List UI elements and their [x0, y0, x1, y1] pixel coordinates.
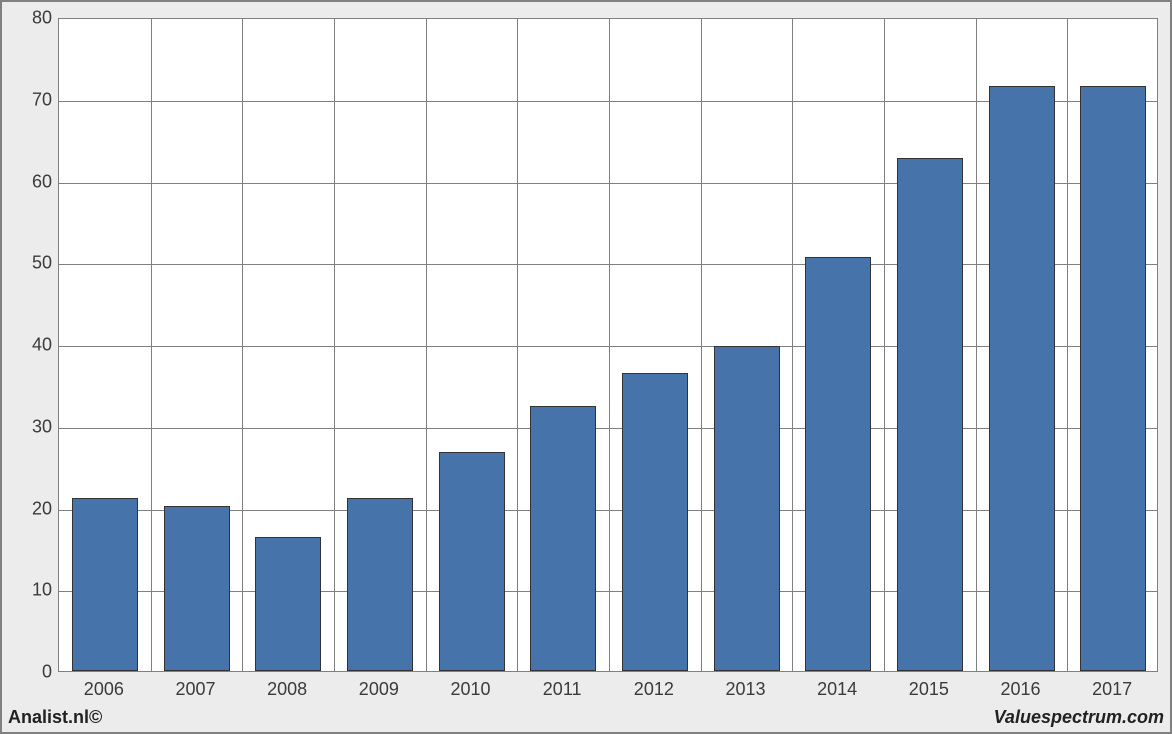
y-tick-label: 60 [32, 171, 52, 192]
bar [439, 452, 505, 671]
y-tick-label: 30 [32, 416, 52, 437]
x-tick-label: 2017 [1092, 679, 1132, 700]
bar [714, 346, 780, 671]
gridline-v [701, 19, 702, 671]
gridline-v [334, 19, 335, 671]
y-tick-label: 10 [32, 580, 52, 601]
y-tick-label: 40 [32, 335, 52, 356]
gridline-v [884, 19, 885, 671]
bar [1080, 86, 1146, 671]
footer-left-text: Analist.nl© [8, 707, 102, 728]
gridline-v [151, 19, 152, 671]
x-tick-label: 2008 [267, 679, 307, 700]
gridline-v [242, 19, 243, 671]
gridline-v [1067, 19, 1068, 671]
bar [897, 158, 963, 671]
y-tick-label: 70 [32, 89, 52, 110]
gridline-v [517, 19, 518, 671]
gridline-v [792, 19, 793, 671]
plot-wrapper: 01020304050607080 2006200720082009201020… [8, 8, 1164, 702]
x-axis: 2006 2007 2008 2009 2010 2011 2012 2013 2014 2015… [58, 672, 1158, 702]
x-tick-label: 2012 [634, 679, 674, 700]
y-tick-label: 50 [32, 253, 52, 274]
x-tick-label: 2006 [84, 679, 124, 700]
y-tick-label: 80 [32, 8, 52, 29]
plot-area [58, 18, 1158, 672]
x-tick-label: 2015 [909, 679, 949, 700]
bar [530, 406, 596, 671]
x-tick-label: 2016 [1000, 679, 1040, 700]
bar [805, 257, 871, 671]
x-tick-label: 2011 [543, 679, 582, 700]
gridline-v [426, 19, 427, 671]
bar [72, 498, 138, 671]
y-axis: 0 10 20 30 40 50 60 70 80 [8, 8, 58, 702]
x-tick-label: 2007 [175, 679, 215, 700]
y-tick-label: 0 [42, 662, 52, 683]
bar [347, 498, 413, 671]
footer-bar: Analist.nl© Valuespectrum.com [4, 706, 1168, 730]
x-tick-label: 2014 [817, 679, 857, 700]
bar [255, 537, 321, 671]
gridline-v [976, 19, 977, 671]
x-tick-label: 2009 [359, 679, 399, 700]
y-tick-label: 20 [32, 498, 52, 519]
bar [622, 373, 688, 671]
bar [989, 86, 1055, 671]
x-tick-label: 2013 [725, 679, 765, 700]
footer-right-text: Valuespectrum.com [994, 707, 1164, 728]
x-tick-label: 2010 [450, 679, 490, 700]
gridline-v [609, 19, 610, 671]
bar [164, 506, 230, 671]
chart-frame: 01020304050607080 2006200720082009201020… [0, 0, 1172, 734]
